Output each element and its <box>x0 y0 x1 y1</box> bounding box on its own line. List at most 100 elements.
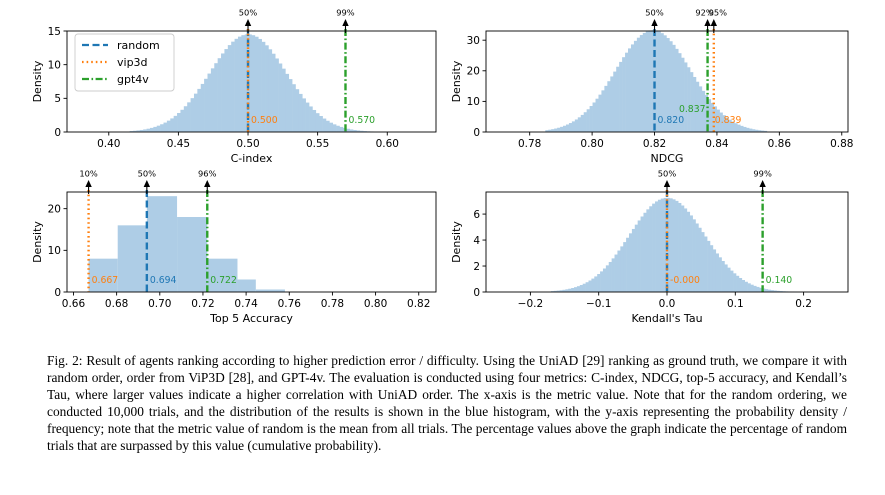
kendall-y-axis-label: Density <box>450 221 463 263</box>
cindex-hist-bar-32 <box>237 36 242 133</box>
kendall-hist-bar-4 <box>562 289 566 292</box>
cindex-y-axis-label: Density <box>31 60 44 102</box>
ndcg-y-axis-label: Density <box>450 60 463 102</box>
cindex-hist-bar-29 <box>227 45 232 132</box>
kendall-hist-bar-24 <box>620 246 624 292</box>
ndcg-hist-bar-53 <box>701 90 706 132</box>
top5-hist-bar-6 <box>255 289 285 292</box>
kendall-hist-bar-35 <box>652 203 656 292</box>
cindex-hist-bar-69 <box>363 131 367 132</box>
kendall-hist-bar-46 <box>683 208 688 292</box>
top5-ytick-label-1: 10 <box>48 245 61 257</box>
cindex-random-arrow-head <box>244 19 252 26</box>
ndcg-hist-bar-31 <box>636 37 641 132</box>
top5-hist-bar-3 <box>177 217 208 292</box>
cindex-hist-bar-54 <box>312 109 317 132</box>
kendall-hist-bar-12 <box>585 282 589 292</box>
ndcg-axes-frame <box>485 30 849 133</box>
kendall-hist-bar-39 <box>663 197 667 292</box>
top5-random-percentile-label: 50% <box>138 169 157 179</box>
ndcg-hist-bar-8 <box>568 123 573 132</box>
kendall-x-axis-label: Kendall's Tau <box>631 312 702 325</box>
cindex-xtick-label-1: 0.45 <box>167 138 190 150</box>
cindex-hist-bar-23 <box>207 73 212 132</box>
top5-xtick-label-5: 0.76 <box>278 298 302 310</box>
cindex-ytick-label-2: 10 <box>48 59 61 71</box>
cindex-hist-bar-3 <box>139 129 144 132</box>
kendall-hist-bar-21 <box>611 258 615 292</box>
cindex-hist-bar-64 <box>346 128 350 132</box>
cindex-hist-bar-20 <box>197 88 202 132</box>
top5-vip3d-arrow-head <box>85 180 92 187</box>
cindex-gpt4v-percentile-label: 99% <box>336 8 355 18</box>
cindex-hist-bar-48 <box>292 84 296 132</box>
ndcg-hist-bar-49 <box>690 72 694 132</box>
kendall-hist-bar-10 <box>579 285 584 292</box>
cindex-hist-bar-28 <box>224 49 229 132</box>
top5-hist-bar-0 <box>88 258 118 292</box>
cindex-hist-bar-18 <box>190 98 195 132</box>
cindex-hist-bar-51 <box>302 98 306 132</box>
kendall-hist-bar-22 <box>614 254 618 292</box>
ndcg-xtick-label-0: 0.78 <box>518 138 541 150</box>
kendall-hist-bar-54 <box>707 240 711 292</box>
kendall-hist-bar-50 <box>695 223 699 292</box>
kendall-hist-bar-45 <box>681 205 685 292</box>
kendall-gpt4v-arrow-head <box>759 180 766 187</box>
ndcg-hist-bar-35 <box>648 30 652 132</box>
ndcg-hist-bar-25 <box>619 61 623 132</box>
ndcg-random-percentile-label: 50% <box>645 8 664 18</box>
cindex-hist-bar-37 <box>254 36 259 132</box>
cindex-hist-bar-8 <box>156 125 161 132</box>
kendall-hist-bar-52 <box>701 232 705 292</box>
ndcg-vip3d-percentile-label: 95% <box>709 8 728 18</box>
ndcg-hist-bar-45 <box>678 53 682 132</box>
ndcg-xtick-label-5: 0.88 <box>830 138 853 150</box>
kendall-hist-bar-42 <box>672 199 676 292</box>
cindex-x-axis-label: C-index <box>231 152 273 165</box>
cindex-hist-bar-7 <box>153 126 158 132</box>
ndcg-vip3d-value-label: 0.839 <box>715 115 742 126</box>
cindex-xtick-label-4: 0.60 <box>376 138 399 150</box>
kendall-hist-bar-37 <box>657 199 662 292</box>
kendall-hist-bar-69 <box>750 284 754 292</box>
kendall-gpt4v-percentile-label: 99% <box>753 169 772 179</box>
kendall-hist-bar-65 <box>738 278 743 292</box>
cindex-random-value-label: 0.500 <box>251 115 278 126</box>
kendall-gpt4v-value-label: 0.140 <box>766 275 793 286</box>
kendall-ytick-label-0: 0 <box>473 287 480 299</box>
top5-ytick-label-2: 20 <box>48 203 61 215</box>
cindex-hist-bar-26 <box>217 58 222 132</box>
kendall-hist-bar-23 <box>617 250 621 292</box>
ndcg-hist-bar-63 <box>731 121 735 132</box>
kendall-hist-bar-30 <box>637 220 641 292</box>
ndcg-hist-bar-37 <box>654 30 658 132</box>
cindex-hist-bar-59 <box>329 122 334 132</box>
ndcg-hist-bar-19 <box>601 90 605 132</box>
cindex-hist-bar-44 <box>278 63 283 133</box>
figure-caption: Fig. 2: Result of agents ranking accordi… <box>47 353 847 454</box>
kendall-hist-bar-79 <box>779 291 783 292</box>
cindex-xtick-label-2: 0.50 <box>236 138 259 150</box>
legend-label-gpt4v: gpt4v <box>117 73 149 86</box>
top5-xtick-label-0: 0.66 <box>62 298 86 310</box>
top5-hist-bar-4 <box>207 258 238 292</box>
cindex-hist-bar-68 <box>359 130 364 132</box>
cindex-hist-bar-65 <box>349 129 354 132</box>
cindex-hist-bar-39 <box>261 41 266 132</box>
kendall-hist-bar-53 <box>704 236 708 292</box>
kendall-xtick-label-1: −0.1 <box>586 298 612 310</box>
kendall-hist-bar-75 <box>767 289 772 292</box>
ndcg-hist-bar-33 <box>642 32 647 132</box>
cindex-hist-bar-60 <box>332 124 337 132</box>
kendall-hist-bar-28 <box>631 228 636 292</box>
cindex-axes-frame <box>66 30 437 133</box>
ndcg-hist-bar-60 <box>722 115 726 132</box>
cindex-hist-bar-9 <box>160 124 164 132</box>
cindex-xtick-label-3: 0.55 <box>306 138 329 150</box>
cindex-hist-bar-24 <box>210 68 215 132</box>
kendall-hist-bar-64 <box>736 275 740 292</box>
kendall-hist-bar-67 <box>744 281 748 292</box>
kendall-hist-bar-49 <box>692 219 696 292</box>
kendall-hist-bar-29 <box>634 224 638 292</box>
